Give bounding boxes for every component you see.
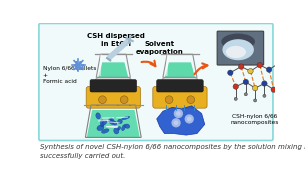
Polygon shape (157, 106, 205, 135)
Text: CSH-nylon 6/66
nanocomposites: CSH-nylon 6/66 nanocomposites (231, 114, 279, 125)
Circle shape (234, 97, 237, 100)
Ellipse shape (117, 126, 121, 130)
Circle shape (257, 62, 263, 68)
Circle shape (243, 79, 249, 85)
Ellipse shape (114, 128, 119, 134)
FancyBboxPatch shape (217, 31, 264, 65)
Circle shape (263, 94, 266, 97)
Circle shape (228, 70, 233, 75)
Circle shape (276, 61, 281, 66)
Ellipse shape (109, 119, 113, 124)
Circle shape (262, 81, 267, 86)
Circle shape (248, 68, 253, 74)
Circle shape (99, 96, 106, 104)
Ellipse shape (96, 113, 100, 119)
FancyBboxPatch shape (157, 80, 203, 92)
Circle shape (165, 96, 173, 104)
Circle shape (253, 99, 257, 102)
Ellipse shape (102, 120, 107, 125)
Circle shape (174, 120, 178, 125)
Circle shape (185, 114, 194, 124)
Circle shape (171, 118, 181, 127)
Circle shape (233, 84, 239, 89)
Text: Synthesis of novel CSH-nylon 6/66 nanocomposites by the solution mixing method w: Synthesis of novel CSH-nylon 6/66 nanoco… (41, 144, 305, 159)
Ellipse shape (110, 118, 114, 123)
Circle shape (187, 96, 195, 104)
Circle shape (176, 111, 181, 116)
Ellipse shape (162, 76, 198, 84)
FancyBboxPatch shape (90, 80, 137, 92)
FancyBboxPatch shape (153, 87, 207, 108)
Ellipse shape (112, 121, 117, 125)
Ellipse shape (102, 129, 109, 133)
FancyArrowPatch shape (142, 61, 155, 66)
Ellipse shape (124, 124, 130, 128)
Circle shape (271, 87, 276, 92)
Ellipse shape (122, 116, 130, 120)
Ellipse shape (122, 125, 126, 131)
Circle shape (280, 78, 286, 83)
Text: Nylon 6/66 pellets
+
Formic acid: Nylon 6/66 pellets + Formic acid (43, 66, 96, 84)
FancyArrowPatch shape (195, 63, 207, 74)
Ellipse shape (222, 39, 254, 60)
FancyBboxPatch shape (86, 87, 140, 108)
Text: CSH dispersed
in EtOH: CSH dispersed in EtOH (87, 33, 145, 47)
Polygon shape (165, 62, 195, 77)
Ellipse shape (226, 46, 246, 58)
Circle shape (244, 93, 247, 96)
Text: Solvent
evaporation: Solvent evaporation (136, 41, 184, 55)
Ellipse shape (100, 120, 104, 127)
Ellipse shape (95, 76, 131, 84)
Circle shape (187, 117, 192, 121)
Ellipse shape (221, 33, 255, 50)
FancyBboxPatch shape (39, 23, 273, 140)
Circle shape (174, 109, 183, 118)
Polygon shape (87, 110, 140, 137)
Ellipse shape (97, 125, 104, 131)
Polygon shape (98, 62, 128, 77)
Ellipse shape (118, 119, 122, 124)
Circle shape (239, 64, 244, 69)
Circle shape (120, 96, 128, 104)
Circle shape (266, 67, 272, 72)
Circle shape (253, 85, 258, 91)
